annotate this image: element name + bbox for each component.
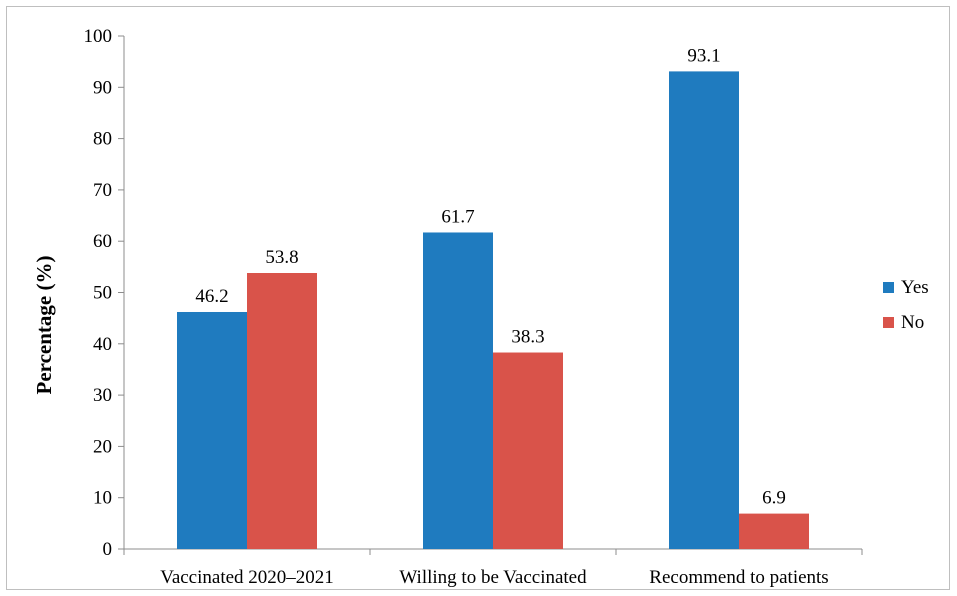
data-label: 46.2 — [195, 286, 228, 307]
y-tick-label: 40 — [93, 334, 112, 355]
y-tick-label: 90 — [93, 77, 112, 98]
bar-no — [247, 273, 317, 549]
bar-yes — [423, 232, 493, 549]
data-label: 61.7 — [441, 206, 474, 227]
data-label: 6.9 — [762, 488, 786, 509]
bar-yes — [177, 311, 247, 549]
y-tick-label: 70 — [93, 180, 112, 201]
chart-bars — [177, 71, 809, 549]
legend-swatch-no — [883, 317, 894, 328]
x-tick-label: Recommend to patients — [649, 567, 828, 588]
y-tick-label: 100 — [84, 26, 113, 47]
bar-yes — [669, 71, 739, 549]
chart-data-labels: 46.2 53.8 61.7 38.3 93.1 6.9 — [195, 45, 786, 508]
y-tick-label: 50 — [93, 283, 112, 304]
legend-swatch-yes — [883, 282, 894, 293]
y-tick-label: 0 — [103, 539, 113, 560]
bar-no — [739, 513, 809, 549]
legend-label-no: No — [901, 312, 924, 333]
x-tick-label: Vaccinated 2020–2021 — [160, 567, 334, 588]
chart-legend: Yes No — [883, 277, 929, 333]
x-tick-label: Willing to be Vaccinated — [399, 567, 587, 588]
y-tick-label: 60 — [93, 231, 112, 252]
legend-label-yes: Yes — [901, 277, 929, 298]
y-axis-title: Percentage (%) — [32, 256, 56, 395]
data-label: 93.1 — [687, 45, 720, 66]
bar-no — [493, 352, 563, 549]
data-label: 53.8 — [265, 247, 298, 268]
y-tick-label: 20 — [93, 436, 112, 457]
y-tick-label: 30 — [93, 385, 112, 406]
y-tick-label: 80 — [93, 129, 112, 150]
y-tick-label: 10 — [93, 488, 112, 509]
data-label: 38.3 — [511, 327, 544, 348]
